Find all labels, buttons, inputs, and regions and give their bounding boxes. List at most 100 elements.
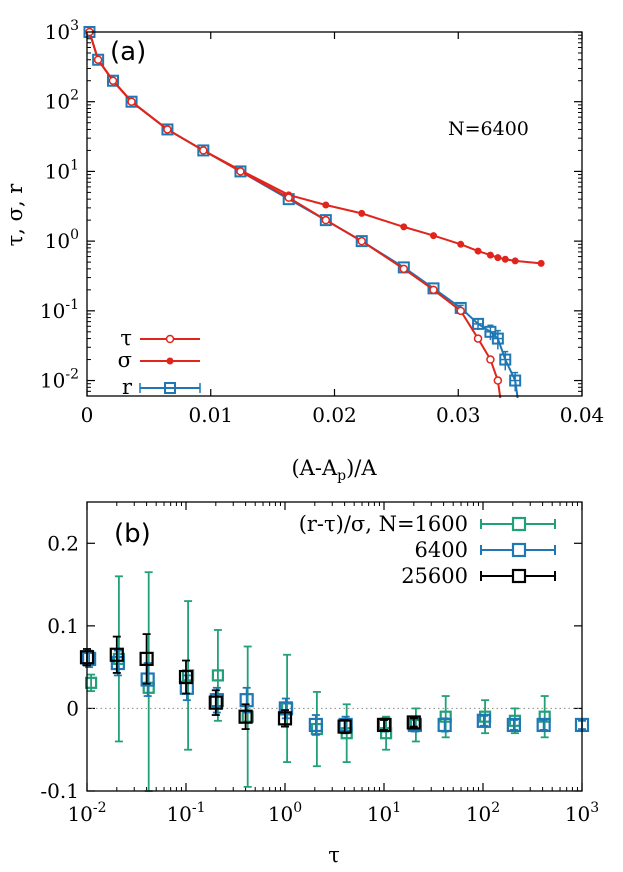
b-xtick-label-5: 103 [565, 800, 599, 826]
a-series-0-point-1 [93, 55, 103, 64]
a-series-line-1 [88, 31, 542, 265]
a-series-0-point-7 [284, 193, 293, 202]
b-series-1-point-7 [308, 717, 323, 733]
panel-a-legend: τσr [118, 326, 201, 399]
b-xtick-label-0-exp: -2 [93, 800, 107, 816]
a-ytick-label-1-base: 10 [45, 90, 70, 114]
b-ytick-label-3: 0.2 [47, 531, 79, 555]
a-series-1-point-9 [358, 209, 366, 217]
b-xtick-label-2-exp: 0 [293, 800, 302, 816]
a-ytick-label-0-base: 10 [45, 20, 70, 44]
a-series-line-2 [88, 31, 519, 399]
a-ytick-label-1-exp: 2 [70, 88, 79, 104]
panel-a-label: (a) [110, 37, 146, 67]
a-series-1-point-8 [322, 201, 330, 209]
a-ytick-label-2-exp: 1 [70, 157, 79, 173]
a-series-0-point-10 [399, 264, 409, 274]
b-legend-label-1: 6400 [415, 538, 468, 562]
b-series-2-point-5 [238, 709, 253, 724]
b-series-1-point-11 [437, 717, 452, 733]
b-xtick-label-1-exp: -1 [192, 800, 206, 816]
a-series-1-point-12 [457, 240, 465, 248]
a-series-2-point-4 [161, 123, 174, 136]
b-xtick-label-0-base: 10 [67, 802, 92, 826]
b-series-2-point-9 [406, 715, 421, 730]
a-xtick-label-0: 0 [81, 403, 94, 427]
b-xtick-label-5-exp: 3 [590, 800, 599, 816]
panel-a-frame [86, 31, 583, 397]
b-xtick-label-1: 10-1 [166, 800, 205, 826]
b-series-0-point-0 [84, 676, 98, 689]
b-series-0-point-4 [211, 669, 224, 682]
a-series-1-point-15 [494, 254, 502, 262]
a-xtick-label-1: 0.01 [188, 403, 233, 427]
a-series-2-point-17 [509, 374, 522, 387]
a-ytick-label-4-base: 10 [40, 299, 65, 323]
a-ytick-label-4-exp: -1 [65, 297, 79, 313]
a-series-0-point-3 [127, 97, 136, 106]
a-series-1-point-18 [537, 259, 545, 267]
b-series-2-point-3 [178, 669, 194, 685]
a-series-2-point-9 [355, 235, 368, 248]
a-legend-marker-1 [166, 357, 174, 365]
a-ytick-label-4: 10-1 [40, 297, 79, 323]
a-series-2-point-13 [472, 317, 485, 330]
a-series-1-point-13 [474, 247, 482, 255]
a-ytick-label-0-exp: 3 [70, 18, 79, 34]
a-ytick-label-5-exp: -2 [65, 367, 79, 383]
a-series-2-point-5 [197, 144, 210, 157]
panel-a-ylabel: τ, σ, r [3, 183, 27, 247]
a-ytick-label-2: 101 [45, 157, 79, 183]
b-series-2-point-1 [109, 647, 124, 662]
a-series-0-point-9 [357, 236, 366, 246]
a-series-2-point-6 [234, 165, 247, 178]
a-xtick-label-3: 0.03 [436, 403, 481, 427]
b-series-1-point-2 [140, 672, 155, 687]
b-series-2-point-4 [208, 695, 223, 710]
a-series-0-point-13 [473, 334, 483, 343]
b-xtick-label-4-exp: 2 [491, 800, 500, 816]
panel-a-xlabel-tail: )/A [346, 456, 377, 480]
a-series-1-point-10 [400, 223, 408, 231]
b-xtick-label-3-base: 10 [367, 802, 392, 826]
b-series-0-point-14 [538, 710, 551, 723]
a-ytick-label-3-exp: 0 [70, 227, 79, 243]
a-ytick-label-1: 102 [45, 88, 79, 114]
a-xtick-label-2: 0.02 [312, 403, 357, 427]
a-series-0-point-4 [163, 125, 172, 134]
b-legend-marker-0 [511, 516, 527, 532]
a-series-1-point-17 [511, 257, 519, 265]
b-series-2-point-8 [376, 717, 392, 733]
b-series-2-point-7 [337, 719, 352, 734]
b-xtick-label-3-exp: 1 [392, 800, 401, 816]
panel-a-annotation: N=6400 [448, 118, 529, 140]
b-series-0-point-9 [379, 727, 393, 740]
a-series-1-point-16 [501, 255, 509, 263]
a-ytick-label-0: 103 [45, 18, 79, 44]
panel-a-xlabel-sub: p [337, 468, 346, 484]
a-series-2-point-3 [125, 95, 138, 108]
b-legend-marker-2 [511, 568, 527, 584]
panel-b-series [79, 571, 590, 792]
a-series-2-point-15 [491, 332, 504, 345]
panel-a-xlabel: (A-Ap)/A [291, 456, 377, 484]
b-xtick-label-4-base: 10 [466, 802, 491, 826]
a-series-2-point-16 [499, 353, 512, 366]
a-series-0-point-8 [321, 215, 331, 225]
b-series-1-point-12 [476, 713, 491, 728]
b-xtick-label-2: 100 [268, 800, 302, 826]
a-series-2-point-8 [319, 214, 332, 227]
a-series-0-point-2 [108, 76, 118, 85]
panel-b: 10-2 10-1 100 101 102 103-0.100.10.2 (b) (r-τ… [40, 501, 599, 867]
b-series-2-point-6 [277, 711, 293, 726]
a-series-0-point-15 [493, 376, 503, 385]
panel-b-frame [86, 501, 583, 792]
a-series-2-point-14 [484, 325, 497, 338]
b-series-1-point-14 [536, 717, 551, 733]
b-series-2-point-2 [139, 651, 154, 666]
a-legend-marker-2 [164, 382, 176, 394]
